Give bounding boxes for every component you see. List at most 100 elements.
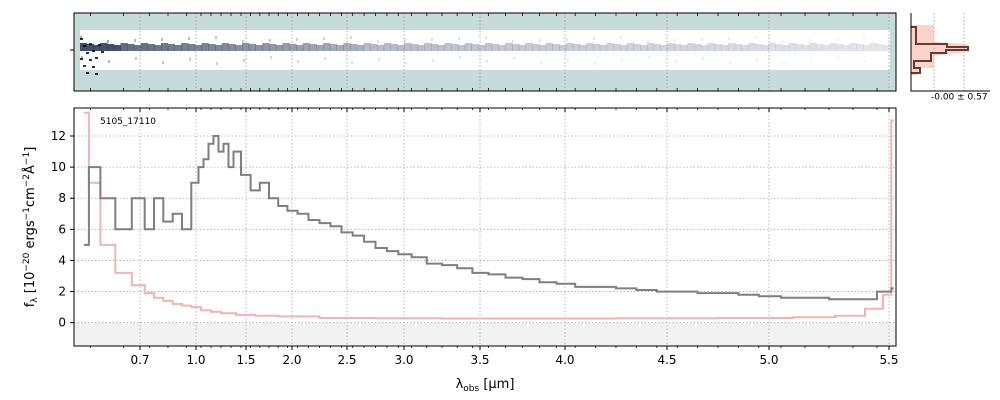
trace-noise — [486, 60, 488, 63]
trace-pixel — [788, 43, 796, 51]
trace-pixel — [329, 44, 337, 51]
trace-noise — [593, 37, 595, 40]
trace-pixel — [127, 44, 135, 51]
trace-pixel — [208, 44, 216, 51]
x-label-sub: obs — [463, 384, 479, 394]
trace-noise — [377, 40, 379, 43]
trace-pixel — [100, 43, 108, 51]
trace-pixel — [755, 44, 763, 51]
trace-noise — [431, 38, 433, 41]
y-axis-label: fλ [10−20 ergs−1cm−2Å−1] — [22, 147, 40, 308]
x-tick-label: 5.5 — [879, 353, 898, 367]
trace-noise — [216, 62, 218, 65]
trace-pixel — [113, 45, 121, 51]
profile-line — [911, 26, 969, 74]
profile-fill — [911, 25, 968, 75]
trace-pixel — [134, 45, 142, 51]
trace-pixel — [572, 44, 580, 51]
trace-pixel — [802, 45, 810, 51]
trace-pixel — [336, 45, 344, 51]
trace-noise — [540, 61, 542, 64]
trace-pixel — [167, 44, 175, 51]
trace-pixel — [849, 43, 857, 51]
edge-noise — [83, 65, 86, 67]
trace-noise — [836, 38, 838, 41]
trace-pixel — [701, 45, 709, 51]
trace-pixel — [194, 45, 202, 51]
edge-noise — [86, 72, 89, 74]
edge-noise — [89, 43, 92, 45]
trace-noise — [134, 39, 136, 42]
x-axis-ticks: 0.7 1.0 1.5 2.0 2.5 3.0 3.5 4.0 4.5 5.0 5.5 — [90, 108, 899, 367]
trace-pixel — [255, 45, 263, 51]
trace-pixel — [410, 44, 418, 51]
trace-pixel — [822, 45, 830, 51]
trace-noise — [459, 56, 461, 59]
trace-noise — [728, 37, 730, 40]
trace-pixel — [782, 45, 790, 51]
trace-noise — [189, 58, 191, 61]
x-tick-label: 3.0 — [394, 353, 413, 367]
trace-pixel — [188, 44, 196, 51]
y-tick-label: 4 — [58, 253, 66, 267]
trace-pixel — [505, 43, 513, 51]
edge-noise — [80, 38, 83, 40]
y-axis-ticks: 0 2 4 6 8 10 12 — [51, 129, 74, 330]
trace-pixel — [552, 44, 560, 51]
trace-pixel — [694, 44, 702, 51]
trace-noise — [594, 62, 596, 65]
trace-noise — [566, 38, 568, 41]
trace-pixel — [734, 44, 742, 51]
trace-pixel — [343, 43, 351, 51]
trace-pixel — [444, 43, 452, 51]
trace-noise — [648, 56, 650, 59]
edge-noise — [98, 44, 101, 46]
y-tick-label: 8 — [58, 191, 66, 205]
trace-noise — [135, 57, 137, 60]
trace-noise — [270, 56, 272, 59]
trace-pixel — [626, 43, 634, 51]
trace-pixel — [424, 43, 432, 51]
trace-noise — [162, 61, 164, 64]
x-axis-label: λobs [μm] — [456, 377, 515, 394]
trace-pixel — [107, 44, 115, 51]
x-tick-label: 4.0 — [555, 353, 574, 367]
trace-pixel — [863, 45, 871, 51]
trace-noise — [242, 40, 244, 43]
trace-pixel — [370, 44, 378, 51]
trace-pixel — [512, 44, 520, 51]
trace-pixel — [613, 44, 621, 51]
y-label-close: ] — [23, 147, 38, 152]
trace-pixel — [599, 45, 607, 51]
y-label-f: f — [23, 302, 38, 307]
trace-noise — [809, 39, 811, 42]
spectrum-2d-panel — [70, 12, 897, 92]
trace-noise — [323, 37, 325, 40]
trace-noise — [107, 40, 109, 43]
trace-noise — [701, 38, 703, 41]
trace-noise — [864, 60, 866, 63]
trace-pixel — [633, 44, 641, 51]
profile-annotation: -0.00 ± 0.57 — [931, 93, 988, 103]
trace-pixel — [437, 45, 445, 51]
y-label-exp3: −2 — [22, 174, 32, 187]
trace-pixel — [883, 45, 891, 51]
y-label-exp2: −1 — [22, 207, 32, 220]
trace-pixel — [876, 44, 884, 51]
trace-pixel — [579, 45, 587, 51]
trace-pixel — [836, 44, 844, 51]
y-label-ergs: ergs — [23, 220, 38, 252]
trace-pixel — [741, 45, 749, 51]
trace-noise — [702, 57, 704, 60]
x-label-main: λ — [456, 377, 464, 392]
y-tick-label: 12 — [51, 129, 66, 143]
trace-noise — [351, 61, 353, 64]
trace-noise — [485, 36, 487, 39]
y-tick-label: 6 — [58, 222, 66, 236]
trace-pixel — [539, 45, 547, 51]
trace-noise — [405, 62, 407, 65]
profile-axes — [910, 13, 990, 92]
trace-noise — [756, 58, 758, 61]
edge-noise — [83, 45, 86, 47]
y-label-angstrom: Å — [22, 165, 38, 174]
